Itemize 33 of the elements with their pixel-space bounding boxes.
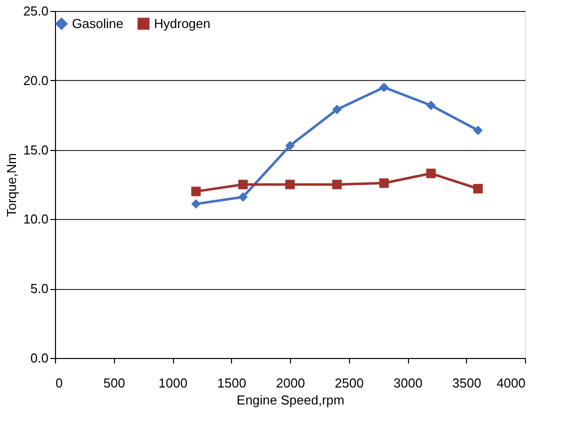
- legend-label: Gasoline: [72, 16, 124, 31]
- y-tick-label: 0.0: [30, 350, 48, 366]
- y-tick-label: 15.0: [23, 142, 48, 158]
- point: [473, 126, 483, 136]
- x-axis-title: Engine Speed,rpm: [236, 392, 344, 408]
- point: [332, 104, 342, 114]
- x-tick-label: 3000: [394, 376, 422, 390]
- x-tick-label: 2500: [334, 376, 364, 390]
- x-tick-label: 4000: [496, 376, 526, 390]
- x-tick-label: 1000: [158, 376, 188, 390]
- legend-label: Hydrogen: [154, 16, 210, 31]
- point: [426, 100, 436, 110]
- x-tick-label: 0: [56, 376, 63, 390]
- x-tick-label: 2000: [276, 376, 305, 390]
- y-tick-label: 5.0: [30, 281, 48, 296]
- point: [285, 140, 295, 150]
- x-tick-label: 500: [103, 376, 126, 390]
- point: [238, 180, 248, 190]
- y-tick-label: 10.0: [23, 212, 48, 227]
- x-tick-label: 1500: [217, 376, 246, 390]
- point: [379, 178, 389, 188]
- point: [285, 180, 295, 190]
- y-axis-title: Torque,Nm: [4, 153, 20, 217]
- point: [332, 180, 342, 190]
- y-tick-label: 25.0: [23, 4, 48, 18]
- point: [238, 192, 248, 202]
- point: [191, 199, 201, 209]
- point: [191, 186, 201, 196]
- x-tick-label: 3500: [452, 376, 482, 390]
- point: [426, 168, 436, 178]
- y-tick-label: 20.0: [23, 72, 48, 88]
- point: [379, 82, 389, 92]
- point: [473, 184, 483, 194]
